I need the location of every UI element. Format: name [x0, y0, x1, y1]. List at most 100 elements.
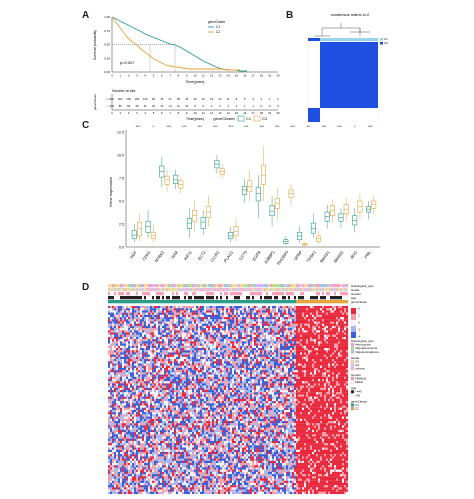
- heatmap-cell: [190, 319, 193, 322]
- heatmap-cell: [326, 348, 329, 351]
- heatmap-cell: [208, 359, 211, 362]
- heatmap-cell: [196, 330, 199, 333]
- heatmap-cell: [312, 336, 315, 340]
- heatmap-cell: [298, 343, 301, 346]
- annotation-cell: [170, 288, 173, 292]
- heatmap-cell: [108, 334, 111, 338]
- heatmap-cell: [220, 308, 223, 311]
- heatmap-cell: [208, 328, 211, 331]
- heatmap-cell: [262, 374, 265, 377]
- heatmap-cell: [160, 314, 163, 318]
- heatmap-cell: [330, 370, 333, 373]
- heatmap-cell: [284, 356, 287, 360]
- heatmap-cell: [130, 378, 133, 382]
- heatmap-cell: [228, 370, 231, 373]
- annotation-cell: [160, 300, 163, 304]
- heatmap-cell: [162, 370, 165, 373]
- heatmap-cell: [146, 317, 149, 320]
- heatmap-cell: [198, 376, 201, 380]
- heatmap-cell: [164, 321, 167, 324]
- heatmap-cell: [208, 365, 211, 368]
- heatmap-cell: [114, 367, 117, 371]
- heatmap-cell: [274, 378, 277, 382]
- heatmap-cell: [308, 372, 311, 375]
- annotation-cell: [240, 300, 243, 304]
- heatmap-cell: [164, 361, 167, 364]
- heatmap-cell: [202, 323, 205, 326]
- heatmap-cell: [204, 341, 207, 344]
- heatmap-cell: [210, 374, 213, 377]
- heatmap-cell: [284, 321, 287, 324]
- heatmap-cell: [178, 352, 181, 355]
- heatmap-cell: [318, 334, 321, 338]
- heatmap-cell: [158, 350, 161, 353]
- heatmap-cell: [192, 323, 195, 326]
- risk-x-tick: 18: [260, 111, 264, 115]
- annotation-cell: [342, 296, 345, 300]
- heatmap-cell: [220, 372, 223, 375]
- heatmap-cell: [306, 314, 309, 318]
- heatmap-cell: [174, 367, 177, 371]
- heatmap-cell: [304, 339, 307, 342]
- heatmap-cell: [138, 343, 141, 346]
- heatmap-cell: [254, 370, 257, 373]
- heatmap-cell: [290, 328, 293, 331]
- heatmap-cell: [310, 350, 313, 353]
- heatmap-cell: [218, 312, 221, 315]
- heatmap-cell: [258, 319, 261, 322]
- heatmap-cell: [212, 350, 215, 353]
- heatmap-cell: [338, 317, 341, 320]
- heatmap-cell: [118, 350, 121, 353]
- heatmap-cell: [250, 328, 253, 331]
- heatmap-cell: [314, 341, 317, 344]
- heatmap-cell: [162, 363, 165, 366]
- heatmap-cell: [320, 336, 323, 340]
- heatmap-cell: [128, 319, 131, 322]
- heatmap-cell: [158, 330, 161, 333]
- heatmap-cell: [344, 328, 347, 331]
- heatmap-cell: [266, 306, 269, 309]
- heatmap-cell: [206, 314, 209, 318]
- heatmap-cell: [346, 367, 349, 371]
- heatmap-cell: [192, 306, 195, 309]
- heatmap-cell: [242, 330, 245, 333]
- heatmap-cell: [190, 367, 193, 371]
- heatmap-cell: [258, 374, 261, 377]
- heatmap-cell: [116, 319, 119, 322]
- heatmap-cell: [182, 363, 185, 366]
- heatmap-cell: [282, 336, 285, 340]
- heatmap-cell: [144, 321, 147, 324]
- annotation-cell: [130, 292, 133, 296]
- heatmap-cell: [276, 328, 279, 331]
- heatmap-cell: [114, 363, 117, 366]
- annotation-cell: [266, 292, 269, 296]
- heatmap-cell: [330, 339, 333, 342]
- heatmap-cell: [234, 356, 237, 360]
- heatmap-cell: [298, 374, 301, 377]
- heatmap-cell: [180, 339, 183, 342]
- heatmap-cell: [134, 378, 137, 382]
- annotation-cell: [262, 296, 265, 300]
- heatmap-cell: [200, 328, 203, 331]
- annotation-cell: [272, 284, 275, 288]
- heatmap-cell: [266, 372, 269, 375]
- annotation-cell: [120, 288, 123, 292]
- heatmap-cell: [140, 332, 143, 335]
- heatmap-cell: [206, 339, 209, 342]
- heatmap-cell: [166, 332, 169, 335]
- annotation-cell: [258, 284, 261, 288]
- heatmap-cell: [134, 381, 137, 384]
- heatmap-cell: [128, 312, 131, 315]
- heatmap-cell: [326, 310, 329, 313]
- heatmap-cell: [310, 317, 313, 320]
- heatmap-cell: [178, 378, 181, 382]
- heatmap-cell: [204, 361, 207, 364]
- heatmap-cell: [176, 306, 179, 309]
- heatmap-cell: [260, 339, 263, 342]
- heatmap-cell: [262, 345, 265, 349]
- heatmap-cell: [320, 367, 323, 371]
- heatmap-cell: [206, 332, 209, 335]
- heatmap-cell: [286, 378, 289, 382]
- annotation-cell: [278, 292, 281, 296]
- heatmap-cell: [254, 306, 257, 309]
